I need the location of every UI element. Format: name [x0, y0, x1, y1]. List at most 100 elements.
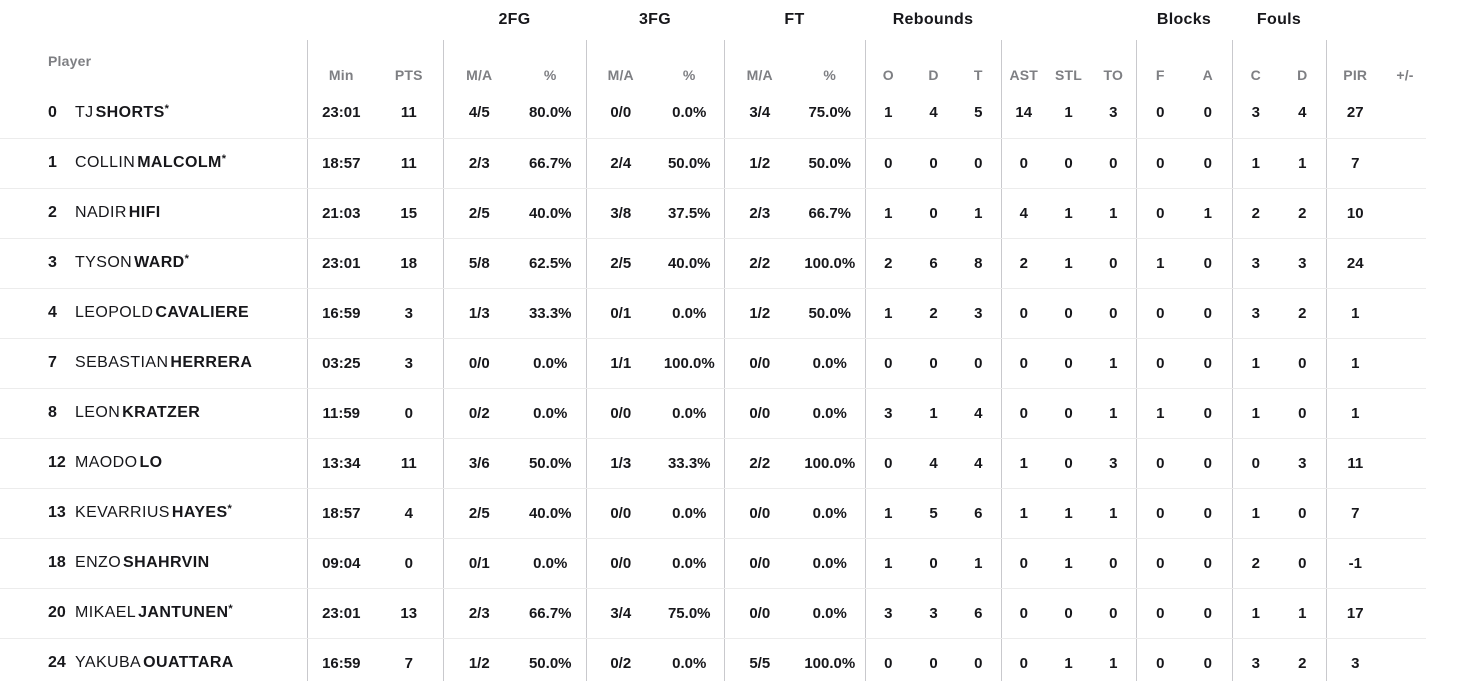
foul-c-cell: 1 [1231, 138, 1279, 189]
last-name: HAYES [171, 504, 228, 521]
first-name: LEON [75, 404, 121, 421]
reb-o-cell: 0 [864, 638, 911, 681]
player-name: TYSON WARD* [75, 253, 189, 271]
blk-a-cell: 0 [1184, 538, 1232, 589]
pir-cell: 11 [1325, 438, 1385, 489]
header-ft-ma: M/A [723, 40, 795, 88]
player-name: MAODO LO [75, 454, 162, 471]
player-row[interactable]: 7 SEBASTIAN HERRERA 03:25 3 0/0 0.0% 1/1 1… [0, 338, 1468, 389]
filler-cell [1426, 588, 1468, 638]
to-cell: 0 [1091, 288, 1136, 339]
player-row[interactable]: 20 MIKAEL JANTUNEN* 23:01 13 2/3 66.7% 3/4… [0, 588, 1468, 639]
last-name: OUATTARA [143, 654, 234, 671]
min-cell: 16:59 [306, 288, 375, 339]
fg3-pct-cell: 0.0% [655, 288, 724, 339]
reb-d-cell: 0 [911, 188, 956, 239]
player-row[interactable]: 1 COLLIN MALCOLM* 18:57 11 2/3 66.7% 2/4 5… [0, 138, 1468, 189]
jersey-number: 4 [48, 304, 57, 321]
blk-a-cell: 0 [1184, 88, 1232, 139]
player-cell[interactable]: 0 TJ SHORTS* [0, 88, 307, 139]
min-cell: 18:57 [306, 488, 375, 539]
player-row[interactable]: 13 KEVARRIUS HAYES* 18:57 4 2/5 40.0% 0/0 … [0, 488, 1468, 539]
to-cell: 0 [1091, 538, 1136, 589]
blk-f-cell: 0 [1135, 488, 1184, 539]
blk-f-cell: 0 [1135, 438, 1184, 489]
blk-a-cell: 0 [1184, 588, 1232, 639]
ft-ma-cell: 1/2 [723, 288, 795, 339]
to-cell: 1 [1091, 338, 1136, 389]
ast-cell: 4 [1000, 188, 1046, 239]
player-row[interactable]: 4 LEOPOLD CAVALIERE 16:59 3 1/3 33.3% 0/1 … [0, 288, 1468, 339]
header-foul-d: D [1297, 67, 1308, 83]
fg3-pct-cell: 50.0% [655, 138, 724, 189]
filler-cell [1426, 638, 1468, 681]
ft-pct-cell: 0.0% [795, 538, 865, 589]
player-cell[interactable]: 8 LEON KRATZER [0, 388, 307, 439]
fg2-pct-cell: 0.0% [515, 388, 586, 439]
filler-cell [1426, 438, 1468, 488]
foul-c-cell: 1 [1231, 588, 1279, 639]
filler-cell [1426, 288, 1468, 338]
player-cell[interactable]: 12 MAODO LO [0, 438, 307, 489]
player-cell[interactable]: 20 MIKAEL JANTUNEN* [0, 588, 307, 639]
player-cell[interactable]: 7 SEBASTIAN HERRERA [0, 338, 307, 389]
reb-d-cell: 0 [911, 338, 956, 389]
starter-asterisk: * [227, 503, 232, 515]
ft-ma-cell: 0/0 [723, 538, 795, 589]
player-cell[interactable]: 3 TYSON WARD* [0, 238, 307, 289]
stl-cell: 1 [1046, 188, 1091, 239]
player-row[interactable]: 8 LEON KRATZER 11:59 0 0/2 0.0% 0/0 0.0% 0… [0, 388, 1468, 439]
foul-d-cell: 4 [1279, 88, 1327, 139]
stl-cell: 0 [1046, 338, 1091, 389]
reb-d-cell: 3 [911, 588, 956, 639]
stl-cell: 0 [1046, 388, 1091, 439]
blk-a-cell: 0 [1184, 288, 1232, 339]
header-plus-minus: +/- [1396, 67, 1414, 83]
to-cell: 3 [1091, 438, 1136, 489]
reb-t-cell: 0 [956, 338, 1001, 389]
first-name: YAKUBA [75, 654, 142, 671]
ft-pct-cell: 100.0% [795, 438, 865, 489]
pir-cell: 1 [1325, 288, 1385, 339]
ft-ma-cell: 5/5 [723, 638, 795, 681]
player-cell[interactable]: 4 LEOPOLD CAVALIERE [0, 288, 307, 339]
min-cell: 23:01 [306, 588, 375, 639]
filler-cell [1426, 88, 1468, 138]
fg2-pct-cell: 66.7% [515, 138, 586, 189]
fg2-ma-cell: 1/3 [442, 288, 515, 339]
reb-t-cell: 6 [956, 488, 1001, 539]
player-cell[interactable]: 13 KEVARRIUS HAYES* [0, 488, 307, 539]
group-3fg-label: 3FG [638, 11, 672, 28]
blk-a-cell: 0 [1184, 238, 1232, 289]
stl-cell: 1 [1046, 488, 1091, 539]
reb-d-cell: 0 [911, 538, 956, 589]
stl-cell: 1 [1046, 538, 1091, 589]
player-cell[interactable]: 2 NADIR HIFI [0, 188, 307, 239]
player-name: YAKUBA OUATTARA [75, 654, 234, 671]
stl-cell: 0 [1046, 138, 1091, 189]
ast-cell: 2 [1000, 238, 1046, 289]
last-name: HIFI [128, 204, 161, 221]
blk-a-cell: 0 [1184, 338, 1232, 389]
plus-minus-cell [1384, 288, 1427, 339]
fg3-ma-cell: 0/0 [585, 88, 655, 139]
pir-cell: 17 [1325, 588, 1385, 639]
player-row[interactable]: 24 YAKUBA OUATTARA 16:59 7 1/2 50.0% 0/2 0… [0, 638, 1468, 681]
player-row[interactable]: 2 NADIR HIFI 21:03 15 2/5 40.0% 3/8 37.5% … [0, 188, 1468, 239]
player-row[interactable]: 3 TYSON WARD* 23:01 18 5/8 62.5% 2/5 40.0%… [0, 238, 1468, 289]
last-name: SHAHRVIN [123, 554, 210, 571]
last-name: HERRERA [170, 354, 253, 371]
player-row[interactable]: 12 MAODO LO 13:34 11 3/6 50.0% 1/3 33.3% 2… [0, 438, 1468, 489]
reb-d-cell: 4 [911, 438, 956, 489]
player-row[interactable]: 0 TJ SHORTS* 23:01 11 4/5 80.0% 0/0 0.0% 3… [0, 88, 1468, 139]
foul-d-cell: 1 [1279, 138, 1327, 189]
pts-cell: 0 [375, 388, 443, 439]
player-cell[interactable]: 1 COLLIN MALCOLM* [0, 138, 307, 189]
player-name: KEVARRIUS HAYES* [75, 503, 232, 521]
pir-cell: -1 [1325, 538, 1385, 589]
player-row[interactable]: 18 ENZO SHAHRVIN 09:04 0 0/1 0.0% 0/0 0.0%… [0, 538, 1468, 589]
reb-d-cell: 0 [911, 638, 956, 681]
player-cell[interactable]: 18 ENZO SHAHRVIN [0, 538, 307, 589]
player-cell[interactable]: 24 YAKUBA OUATTARA [0, 638, 307, 681]
